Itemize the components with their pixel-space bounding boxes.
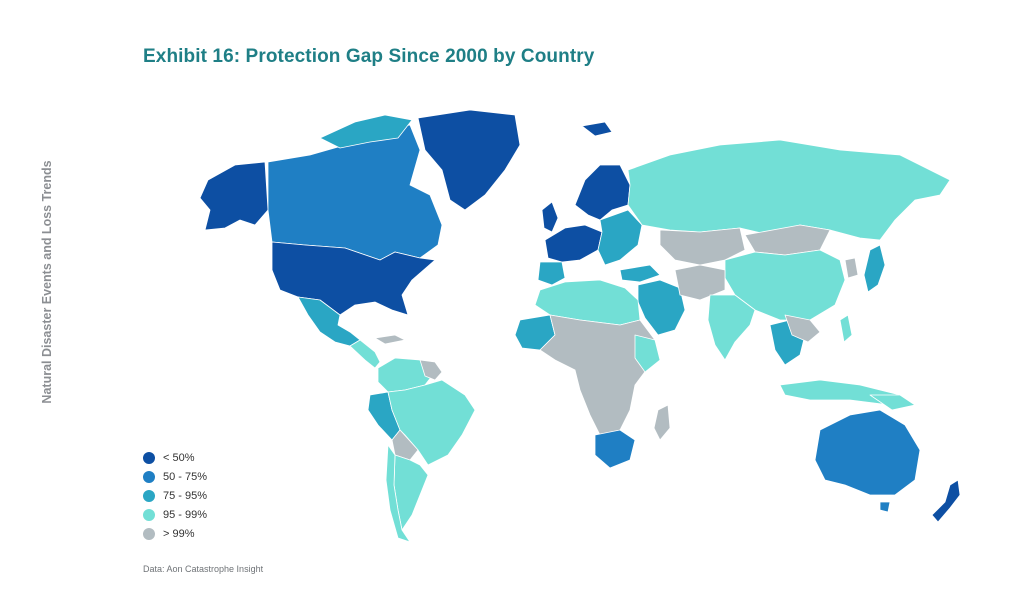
region-caribbean	[374, 334, 406, 345]
region-greenland	[417, 110, 521, 211]
legend-item: 50 - 75%	[143, 467, 207, 486]
region-philippines	[839, 314, 853, 343]
region-central-america	[349, 339, 381, 369]
page-title: Exhibit 16: Protection Gap Since 2000 by…	[143, 46, 595, 67]
legend-label: 95 - 99%	[163, 508, 208, 521]
region-new-zealand	[931, 479, 961, 523]
region-russia	[627, 139, 951, 241]
legend-swatch	[143, 508, 155, 521]
region-eastern-europe	[597, 209, 643, 266]
region-australia	[814, 409, 921, 496]
region-middle-east	[637, 279, 686, 336]
legend-swatch	[143, 527, 155, 540]
region-turkey	[619, 264, 661, 283]
legend-item: > 99%	[143, 524, 207, 543]
region-sub-saharan-africa	[539, 314, 656, 436]
region-iceland	[581, 121, 613, 137]
legend: < 50% 50 - 75% 75 - 95% 95 - 99% > 99%	[143, 448, 207, 543]
region-bolivia	[391, 429, 419, 461]
legend-swatch	[143, 489, 155, 502]
region-tasmania	[879, 501, 891, 513]
legend-item: 95 - 99%	[143, 505, 207, 524]
region-guianas	[419, 359, 443, 381]
legend-label: 50 - 75%	[163, 470, 208, 483]
region-japan	[863, 244, 886, 293]
legend-item: < 50%	[143, 448, 207, 467]
region-korea	[844, 257, 859, 279]
region-india	[707, 294, 756, 361]
region-madagascar	[653, 404, 671, 441]
region-indochina	[784, 314, 821, 343]
legend-label: > 99%	[163, 527, 195, 540]
world-map	[199, 110, 961, 543]
legend-label: < 50%	[163, 451, 195, 464]
region-chile	[385, 444, 411, 543]
region-scandinavia	[574, 164, 631, 221]
region-canadian-islands	[319, 114, 413, 149]
region-south-africa	[594, 429, 636, 469]
region-iberia	[537, 261, 566, 286]
region-uk	[541, 201, 559, 233]
legend-label: 75 - 95%	[163, 489, 208, 502]
legend-swatch	[143, 451, 155, 464]
region-alaska	[199, 161, 269, 231]
section-side-label: Natural Disaster Events and Loss Trends	[40, 160, 54, 404]
region-western-europe	[544, 224, 603, 263]
data-source-note: Data: Aon Catastrophe Insight	[143, 564, 264, 574]
legend-swatch	[143, 470, 155, 483]
region-iran-afghan	[674, 264, 726, 301]
region-papua	[869, 394, 916, 411]
region-east-africa	[634, 334, 661, 373]
legend-item: 75 - 95%	[143, 486, 207, 505]
